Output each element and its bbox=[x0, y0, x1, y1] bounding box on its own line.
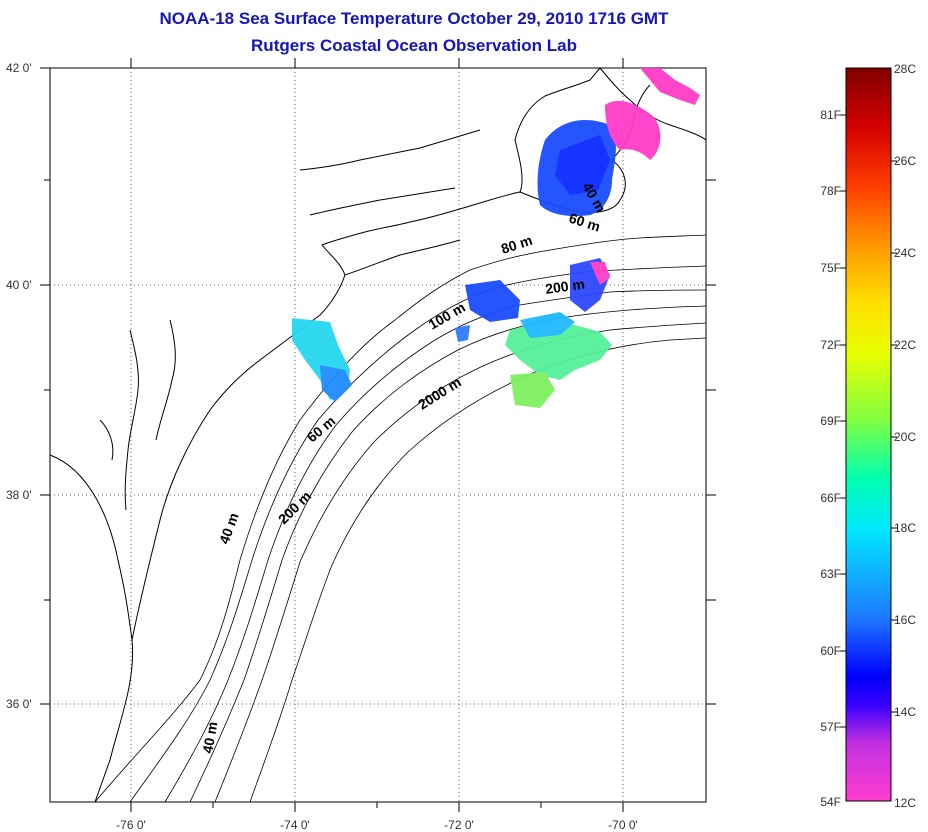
colorbar-c-label: 24C bbox=[894, 246, 917, 260]
colorbar-f-label: 69F bbox=[820, 414, 841, 428]
map-grid bbox=[50, 68, 706, 802]
map-title: NOAA-18 Sea Surface Temperature October … bbox=[159, 9, 669, 28]
colorbar-c-label: 20C bbox=[894, 430, 917, 444]
colorbar-c-label: 22C bbox=[894, 338, 917, 352]
colorbar-c-label: 14C bbox=[894, 705, 917, 719]
x-tick-label: -70 0' bbox=[608, 818, 638, 832]
colorbar-f-label: 81F bbox=[820, 108, 841, 122]
colorbar-f-label: 72F bbox=[820, 338, 841, 352]
colorbar-c-label: 28C bbox=[894, 62, 917, 76]
colorbar-c-label: 16C bbox=[894, 613, 917, 627]
contour-label: 40 m bbox=[199, 720, 220, 754]
colorbar-f-label: 66F bbox=[820, 491, 841, 505]
colorbar-f-label: 63F bbox=[820, 567, 841, 581]
map-ticks bbox=[40, 58, 716, 812]
colorbar-f-label: 54F bbox=[820, 795, 841, 809]
y-tick-label: 36 0' bbox=[6, 697, 32, 711]
sst-patches bbox=[292, 68, 700, 408]
x-tick-label: -76 0' bbox=[116, 818, 146, 832]
colorbar bbox=[845, 67, 892, 802]
colorbar-f-label: 78F bbox=[820, 184, 841, 198]
contour-label: 200 m bbox=[544, 276, 586, 297]
colorbar-f-label: 60F bbox=[820, 644, 841, 658]
colorbar-ticks bbox=[840, 114, 897, 728]
map-subtitle: Rutgers Coastal Ocean Observation Lab bbox=[251, 36, 577, 55]
y-tick-label: 42 0' bbox=[6, 61, 32, 75]
colorbar-c-label: 26C bbox=[894, 154, 917, 168]
colorbar-c-label: 12C bbox=[894, 796, 917, 810]
y-tick-label: 40 0' bbox=[6, 278, 32, 292]
colorbar-f-label: 75F bbox=[820, 261, 841, 275]
colorbar-f-label: 57F bbox=[820, 720, 841, 734]
x-tick-label: -74 0' bbox=[280, 818, 310, 832]
y-tick-label: 38 0' bbox=[6, 488, 32, 502]
colorbar-c-label: 18C bbox=[894, 521, 917, 535]
x-tick-label: -72 0' bbox=[444, 818, 474, 832]
